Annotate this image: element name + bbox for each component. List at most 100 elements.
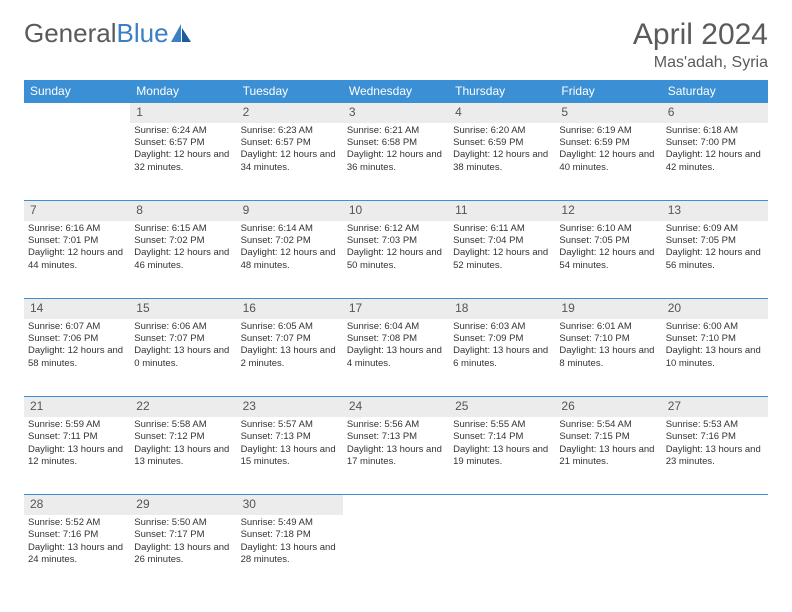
daylight-text: Daylight: 12 hours and 46 minutes.	[134, 247, 232, 272]
daylight-text: Daylight: 13 hours and 6 minutes.	[453, 345, 551, 370]
day-cell: Sunrise: 5:55 AMSunset: 7:14 PMDaylight:…	[449, 417, 555, 495]
sunset-text: Sunset: 7:07 PM	[134, 333, 232, 345]
sunset-text: Sunset: 7:17 PM	[134, 529, 232, 541]
daynum-row: 123456	[24, 103, 768, 123]
logo: GeneralBlue	[24, 18, 193, 49]
week-content-row: Sunrise: 6:24 AMSunset: 6:57 PMDaylight:…	[24, 123, 768, 201]
day-cell: Sunrise: 5:56 AMSunset: 7:13 PMDaylight:…	[343, 417, 449, 495]
daynum-row: 282930	[24, 495, 768, 515]
sunrise-text: Sunrise: 6:04 AM	[347, 321, 445, 333]
day-number-cell: 24	[343, 397, 449, 417]
day-number-cell: 15	[130, 299, 236, 319]
daylight-text: Daylight: 12 hours and 50 minutes.	[347, 247, 445, 272]
location: Mas'adah, Syria	[633, 54, 768, 72]
day-cell: Sunrise: 5:50 AMSunset: 7:17 PMDaylight:…	[130, 515, 236, 593]
day-number-cell: 2	[237, 103, 343, 123]
day-cell: Sunrise: 6:05 AMSunset: 7:07 PMDaylight:…	[237, 319, 343, 397]
sunrise-text: Sunrise: 6:07 AM	[28, 321, 126, 333]
sunrise-text: Sunrise: 6:05 AM	[241, 321, 339, 333]
day-number-cell: 6	[662, 103, 768, 123]
calendar-table: SundayMondayTuesdayWednesdayThursdayFrid…	[24, 80, 768, 593]
day-number-cell	[449, 495, 555, 515]
day-cell	[449, 515, 555, 593]
sunrise-text: Sunrise: 6:14 AM	[241, 223, 339, 235]
sunrise-text: Sunrise: 6:15 AM	[134, 223, 232, 235]
day-cell: Sunrise: 6:14 AMSunset: 7:02 PMDaylight:…	[237, 221, 343, 299]
weekday-header: Sunday	[24, 80, 130, 103]
sunset-text: Sunset: 7:16 PM	[666, 431, 764, 443]
logo-text-gray: General	[24, 18, 117, 49]
day-number-cell: 3	[343, 103, 449, 123]
day-cell: Sunrise: 6:19 AMSunset: 6:59 PMDaylight:…	[555, 123, 661, 201]
sunrise-text: Sunrise: 6:01 AM	[559, 321, 657, 333]
daylight-text: Daylight: 12 hours and 40 minutes.	[559, 149, 657, 174]
sunset-text: Sunset: 7:01 PM	[28, 235, 126, 247]
day-number-cell	[662, 495, 768, 515]
sunset-text: Sunset: 6:57 PM	[241, 137, 339, 149]
day-cell: Sunrise: 6:11 AMSunset: 7:04 PMDaylight:…	[449, 221, 555, 299]
sunset-text: Sunset: 6:57 PM	[134, 137, 232, 149]
daylight-text: Daylight: 12 hours and 38 minutes.	[453, 149, 551, 174]
daylight-text: Daylight: 13 hours and 28 minutes.	[241, 542, 339, 567]
sunset-text: Sunset: 6:58 PM	[347, 137, 445, 149]
sunset-text: Sunset: 7:08 PM	[347, 333, 445, 345]
daylight-text: Daylight: 13 hours and 21 minutes.	[559, 444, 657, 469]
logo-sail-icon	[171, 24, 193, 44]
sunset-text: Sunset: 6:59 PM	[453, 137, 551, 149]
day-number-cell: 28	[24, 495, 130, 515]
sunset-text: Sunset: 7:10 PM	[559, 333, 657, 345]
daylight-text: Daylight: 12 hours and 54 minutes.	[559, 247, 657, 272]
day-cell: Sunrise: 6:15 AMSunset: 7:02 PMDaylight:…	[130, 221, 236, 299]
sunrise-text: Sunrise: 6:19 AM	[559, 125, 657, 137]
day-cell: Sunrise: 6:07 AMSunset: 7:06 PMDaylight:…	[24, 319, 130, 397]
sunset-text: Sunset: 7:15 PM	[559, 431, 657, 443]
day-number-cell: 14	[24, 299, 130, 319]
daylight-text: Daylight: 12 hours and 34 minutes.	[241, 149, 339, 174]
day-cell: Sunrise: 5:59 AMSunset: 7:11 PMDaylight:…	[24, 417, 130, 495]
sunset-text: Sunset: 7:13 PM	[347, 431, 445, 443]
daynum-row: 78910111213	[24, 201, 768, 221]
day-cell: Sunrise: 6:03 AMSunset: 7:09 PMDaylight:…	[449, 319, 555, 397]
daylight-text: Daylight: 13 hours and 10 minutes.	[666, 345, 764, 370]
sunrise-text: Sunrise: 6:06 AM	[134, 321, 232, 333]
day-number-cell: 25	[449, 397, 555, 417]
day-number-cell: 21	[24, 397, 130, 417]
day-cell: Sunrise: 5:52 AMSunset: 7:16 PMDaylight:…	[24, 515, 130, 593]
daylight-text: Daylight: 13 hours and 0 minutes.	[134, 345, 232, 370]
day-cell: Sunrise: 6:16 AMSunset: 7:01 PMDaylight:…	[24, 221, 130, 299]
daylight-text: Daylight: 13 hours and 24 minutes.	[28, 542, 126, 567]
title-block: April 2024 Mas'adah, Syria	[633, 18, 768, 72]
day-number-cell: 12	[555, 201, 661, 221]
sunrise-text: Sunrise: 6:11 AM	[453, 223, 551, 235]
day-cell	[24, 123, 130, 201]
sunrise-text: Sunrise: 6:20 AM	[453, 125, 551, 137]
sunset-text: Sunset: 7:18 PM	[241, 529, 339, 541]
daynum-row: 21222324252627	[24, 397, 768, 417]
week-content-row: Sunrise: 6:16 AMSunset: 7:01 PMDaylight:…	[24, 221, 768, 299]
sunset-text: Sunset: 7:02 PM	[241, 235, 339, 247]
sunrise-text: Sunrise: 5:52 AM	[28, 517, 126, 529]
sunset-text: Sunset: 7:10 PM	[666, 333, 764, 345]
day-cell: Sunrise: 6:10 AMSunset: 7:05 PMDaylight:…	[555, 221, 661, 299]
sunset-text: Sunset: 7:03 PM	[347, 235, 445, 247]
day-cell: Sunrise: 6:06 AMSunset: 7:07 PMDaylight:…	[130, 319, 236, 397]
sunrise-text: Sunrise: 5:49 AM	[241, 517, 339, 529]
day-number-cell: 16	[237, 299, 343, 319]
week-content-row: Sunrise: 6:07 AMSunset: 7:06 PM Daylight:…	[24, 319, 768, 397]
sunset-text: Sunset: 7:12 PM	[134, 431, 232, 443]
weekday-header: Thursday	[449, 80, 555, 103]
daylight-text: Daylight: 13 hours and 12 minutes.	[28, 444, 126, 469]
header: GeneralBlue April 2024 Mas'adah, Syria	[24, 18, 768, 72]
sunset-text: Sunset: 7:06 PM	[28, 333, 126, 345]
day-number-cell	[555, 495, 661, 515]
day-number-cell: 23	[237, 397, 343, 417]
day-cell: Sunrise: 5:53 AMSunset: 7:16 PMDaylight:…	[662, 417, 768, 495]
day-number-cell: 27	[662, 397, 768, 417]
sunset-text: Sunset: 7:02 PM	[134, 235, 232, 247]
day-number-cell: 18	[449, 299, 555, 319]
day-number-cell: 8	[130, 201, 236, 221]
weekday-header: Wednesday	[343, 80, 449, 103]
weekday-header: Friday	[555, 80, 661, 103]
day-cell: Sunrise: 6:12 AMSunset: 7:03 PMDaylight:…	[343, 221, 449, 299]
sunset-text: Sunset: 7:05 PM	[559, 235, 657, 247]
